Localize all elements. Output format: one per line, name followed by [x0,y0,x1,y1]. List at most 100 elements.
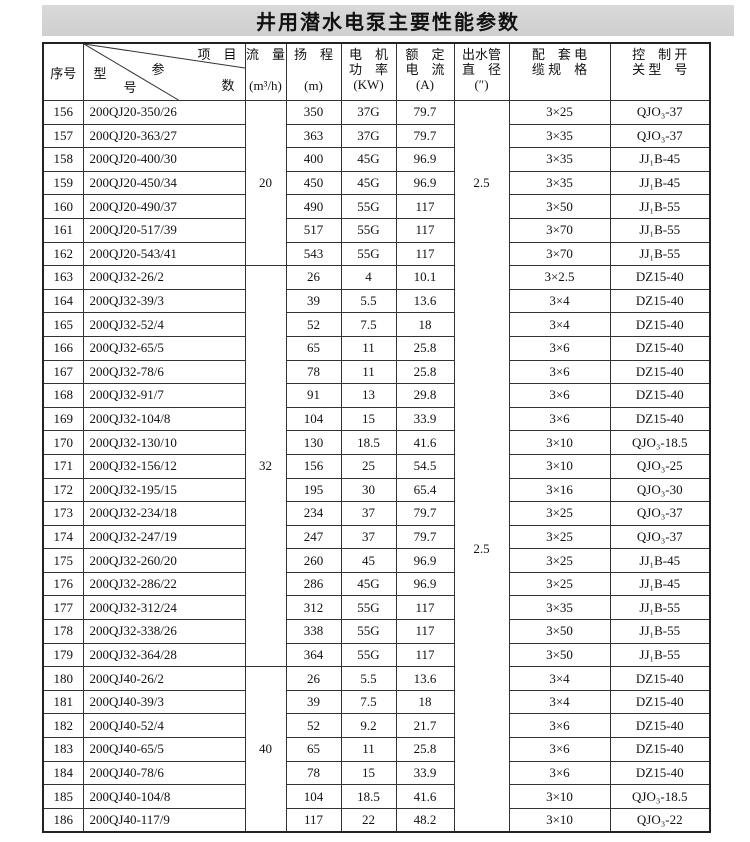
table-row: 164 200QJ32-39/3 39 5.5 13.6 3×4 DZ15-40 [42,288,711,314]
cell-current: 25.8 [395,737,455,762]
cell-current: 48.2 [395,807,455,833]
table-row: 167 200QJ32-78/6 78 11 25.8 3×6 DZ15-40 [42,359,711,385]
cell-power: 37 [340,501,397,526]
table-row: 175 200QJ32-260/20 260 45 96.9 3×25 JJ₁B-45 [42,548,711,573]
cell-power: 18.5 [340,784,397,809]
cell-head: 91 [285,383,342,408]
table-row: 156 200QJ20-350/26 20 350 37G 79.7 2.5 3×25 QJO₃… [42,99,711,267]
cell-cable: 3×50 [508,642,611,668]
cell-switch: JJ₁B-45 [609,147,711,172]
cell-model: 200QJ20-450/34 [82,170,246,196]
cell-current: 33.9 [395,760,455,786]
header-head: 扬 程 (m) [285,42,342,101]
cell-model: 200QJ32-78/6 [82,359,246,385]
cell-model: 200QJ32-39/3 [82,288,246,314]
cell-model: 200QJ20-363/27 [82,123,246,149]
cell-seq: 176 [42,571,84,597]
table-row: 163 200QJ32-26/2 32 26 4 10.1 2.5 3×2.5 DZ15-40 [42,265,711,833]
cell-switch: DZ15-40 [609,689,711,715]
cell-model: 200QJ32-234/18 [82,501,246,526]
title-bar: 井用潜水电泵主要性能参数 [42,5,734,36]
cell-current: 79.7 [395,123,455,149]
cell-power: 7.5 [340,689,397,715]
cell-model: 200QJ32-195/15 [82,477,246,503]
cell-current: 117 [395,194,455,219]
cell-current: 13.6 [395,666,455,691]
cell-model: 200QJ32-312/24 [82,595,246,621]
cell-switch: DZ15-40 [609,666,711,691]
cell-seq: 169 [42,406,84,432]
cell-current: 96.9 [395,147,455,172]
cell-power: 5.5 [340,666,397,691]
cell-power: 11 [340,737,397,762]
cell-head: 286 [285,571,342,597]
cell-power: 9.2 [340,713,397,739]
header-flow: 流 量 (m³/h) [244,42,287,101]
cell-power: 45G [340,571,397,597]
table-row: 183 200QJ40-65/5 65 11 25.8 3×6 DZ15-40 [42,737,711,762]
cell-current: 33.9 [395,406,455,432]
header-row: 序号 项 目 参 数 型 号 流 量 (m³/h) 扬 程 (m) 电 机 功 率(… [42,42,711,101]
cell-seq: 173 [42,501,84,526]
cell-cable: 3×25 [508,100,611,125]
cell-cable: 3×35 [508,170,611,196]
cell-cable: 3×6 [508,359,611,385]
cell-switch: QJO₃-18.5 [609,784,711,809]
cell-head: 338 [285,619,342,644]
cell-switch: JJ₁B-45 [609,571,711,597]
cell-seq: 181 [42,689,84,715]
cell-current: 79.7 [395,501,455,526]
cell-cable: 3×4 [508,288,611,314]
cell-current: 25.8 [395,335,455,361]
cell-seq: 180 [42,666,84,691]
header-switch: 控 制 开 关 型 号 [609,42,711,101]
cell-power: 55G [340,241,397,267]
cell-flow: 40 [244,666,287,833]
table-row: 186 200QJ40-117/9 117 22 48.2 3×10 QJO₃-22 [42,807,711,833]
cell-switch: DZ15-40 [609,737,711,762]
header-param: 参 [151,62,165,77]
table-row: 174 200QJ32-247/19 247 37 79.7 3×25 QJO₃-37 [42,524,711,550]
cell-switch: JJ₁B-55 [609,642,711,668]
cell-head: 195 [285,477,342,503]
cell-seq: 185 [42,784,84,809]
cell-flow: 20 [244,99,287,267]
cell-model: 200QJ40-65/5 [82,737,246,762]
cell-switch: QJO₃-25 [609,453,711,479]
cell-power: 45G [340,147,397,172]
cell-model: 200QJ32-338/26 [82,619,246,644]
cell-head: 26 [285,265,342,290]
cell-power: 22 [340,807,397,833]
cell-model: 200QJ32-104/8 [82,406,246,432]
cell-power: 13 [340,383,397,408]
cell-current: 96.9 [395,571,455,597]
cell-seq: 171 [42,453,84,479]
cell-seq: 172 [42,477,84,503]
cell-model: 200QJ20-400/30 [82,147,246,172]
table-row: 159 200QJ20-450/34 450 45G 96.9 3×35 JJ₁B-45 [42,170,711,196]
cell-current: 79.7 [395,524,455,550]
table-row: 177 200QJ32-312/24 312 55G 117 3×35 JJ₁B-55 [42,595,711,621]
cell-model: 200QJ20-350/26 [82,100,246,125]
cell-cable: 3×10 [508,807,611,833]
cell-current: 96.9 [395,548,455,573]
cell-switch: JJ₁B-55 [609,619,711,644]
cell-head: 400 [285,147,342,172]
cell-model: 200QJ32-130/10 [82,430,246,455]
cell-power: 15 [340,406,397,432]
cell-cable: 3×6 [508,383,611,408]
table-row: 171 200QJ32-156/12 156 25 54.5 3×10 QJO₃-25 [42,453,711,479]
header-current: 额 定 电 流 (A) [395,42,455,101]
cell-cable: 3×10 [508,453,611,479]
cell-current: 21.7 [395,713,455,739]
cell-head: 78 [285,760,342,786]
cell-seq: 186 [42,807,84,833]
cell-head: 543 [285,241,342,267]
cell-cable: 3×16 [508,477,611,503]
cell-seq: 164 [42,288,84,314]
cell-seq: 167 [42,359,84,385]
cell-seq: 170 [42,430,84,455]
cell-model: 200QJ32-260/20 [82,548,246,573]
cell-switch: JJ₁B-55 [609,194,711,219]
cell-head: 364 [285,642,342,668]
